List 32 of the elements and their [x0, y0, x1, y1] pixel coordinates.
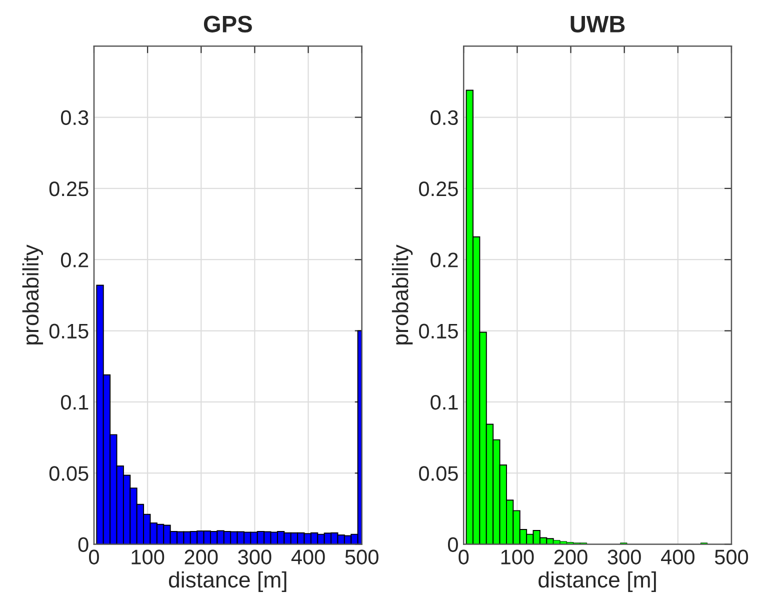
x-tick-label: 400 [661, 550, 694, 564]
y-tick-label: 0.05 [49, 466, 88, 481]
y-tick-label: 0.2 [430, 252, 458, 268]
x-tick-label: 0 [458, 550, 469, 564]
y-tick-label: 0.3 [430, 110, 458, 126]
x-tick-label: 300 [238, 550, 272, 564]
x-tick-label: 300 [608, 550, 641, 564]
x-tick-label: 100 [132, 550, 164, 564]
y-tick-label: 0.2 [60, 252, 88, 268]
x-tick-label: 200 [184, 550, 218, 564]
chart-title: GPS [204, 16, 252, 32]
x-tick-label: 100 [501, 550, 534, 564]
x-tick-label: 0 [89, 550, 99, 564]
y-tick-label: 0.1 [60, 394, 88, 410]
x-tick-label: 500 [714, 550, 748, 564]
y-tick-label: 0.1 [430, 394, 458, 410]
y-axis-title: probability [392, 244, 413, 344]
y-tick-label: 0.05 [419, 466, 458, 481]
x-tick-label: 200 [554, 550, 588, 564]
chart-title: UWB [570, 16, 625, 32]
y-tick-label: 0.15 [49, 324, 88, 339]
y-tick-label: 0.25 [49, 181, 88, 196]
y-tick-label: 0 [448, 537, 458, 552]
y-tick-label: 0 [78, 537, 88, 552]
y-tick-label: 0.25 [419, 181, 458, 196]
x-tick-label: 500 [345, 550, 378, 564]
y-axis-title: probability [22, 244, 44, 344]
x-axis-title: distance [m] [168, 571, 286, 592]
x-axis-title: distance [m] [538, 571, 656, 592]
x-tick-label: 400 [291, 550, 325, 564]
y-tick-label: 0.3 [60, 110, 88, 126]
y-tick-label: 0.15 [419, 324, 458, 339]
